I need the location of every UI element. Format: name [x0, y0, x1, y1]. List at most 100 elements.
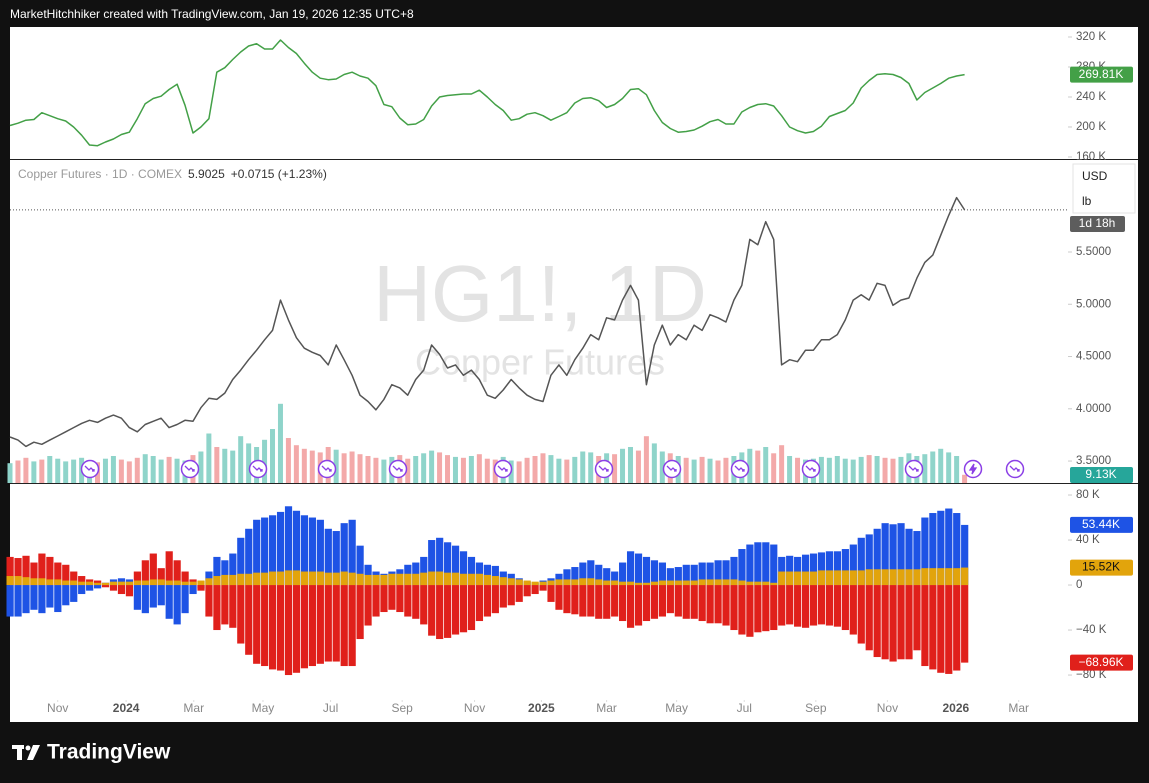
bar	[38, 585, 46, 614]
bar	[706, 585, 714, 624]
bar	[801, 585, 810, 628]
volume-bar	[763, 447, 769, 483]
bar	[356, 545, 364, 586]
bar	[762, 581, 770, 586]
bar	[109, 581, 118, 586]
y-tick-label: 4.5000	[1076, 351, 1111, 363]
bar	[276, 571, 285, 586]
bar	[961, 585, 969, 663]
bar	[22, 555, 30, 586]
bar	[245, 528, 253, 586]
event-marker[interactable]	[1005, 459, 1025, 479]
bar	[746, 544, 754, 586]
bar	[929, 585, 937, 670]
volume-bar	[707, 458, 713, 483]
bar	[929, 568, 937, 586]
bar	[555, 585, 563, 610]
volume-bar	[452, 456, 458, 483]
bar	[754, 542, 762, 586]
event-marker[interactable]	[317, 459, 337, 479]
event-marker[interactable]	[963, 459, 983, 479]
bar	[229, 553, 237, 586]
bar	[292, 510, 301, 586]
bar	[149, 553, 157, 586]
bar	[420, 572, 428, 586]
bar	[770, 585, 778, 631]
event-marker[interactable]	[594, 459, 614, 479]
bar	[94, 585, 102, 589]
y-tick-label: 0	[1076, 579, 1082, 591]
volume-bar	[349, 451, 355, 483]
x-tick-label: Nov	[464, 701, 485, 715]
bar	[133, 585, 141, 610]
bar	[165, 551, 173, 586]
event-marker[interactable]	[80, 459, 100, 479]
bar	[86, 581, 94, 586]
event-marker[interactable]	[388, 459, 408, 479]
event-marker[interactable]	[180, 459, 200, 479]
volume-bar	[882, 457, 888, 483]
volume-bar	[890, 458, 896, 483]
bar	[786, 571, 794, 586]
bar	[284, 585, 293, 676]
bar	[420, 585, 428, 625]
bar	[921, 568, 929, 586]
bar	[905, 569, 913, 586]
bar	[308, 571, 316, 586]
bar	[428, 540, 436, 586]
bar	[531, 581, 539, 586]
event-marker[interactable]	[493, 459, 513, 479]
volume-bar	[643, 436, 649, 483]
bar	[642, 556, 651, 586]
volume-bar	[691, 459, 697, 483]
event-marker[interactable]	[662, 459, 682, 479]
volume-bar	[651, 443, 657, 483]
bar	[70, 585, 78, 602]
x-tick-label: Mar	[1008, 701, 1029, 715]
bar	[141, 580, 149, 586]
bar	[921, 585, 929, 667]
volume-bar	[126, 461, 132, 483]
volume-bar	[723, 457, 729, 483]
bar	[332, 572, 340, 586]
event-marker[interactable]	[904, 459, 924, 479]
volume-bar	[166, 456, 172, 483]
bar	[261, 517, 269, 586]
bar	[881, 569, 889, 586]
attribution: MarketHitchhiker created with TradingVie…	[10, 7, 414, 21]
x-tick-label: Jul	[737, 701, 752, 715]
event-icon	[252, 465, 263, 472]
event-marker[interactable]	[730, 459, 750, 479]
bar	[595, 585, 603, 619]
volume-bar	[142, 454, 148, 483]
bar	[101, 585, 110, 588]
bar	[467, 556, 476, 586]
volume-bar	[214, 447, 220, 483]
bar	[78, 581, 86, 586]
bar	[658, 585, 667, 617]
bar	[30, 562, 38, 586]
x-tick-label: May	[665, 701, 688, 715]
bar	[674, 567, 682, 586]
unit-box[interactable]	[1072, 163, 1136, 214]
bar	[324, 585, 332, 662]
bar	[125, 585, 134, 597]
bar	[865, 585, 873, 651]
x-tick-label: Nov	[877, 701, 898, 715]
bar	[626, 551, 635, 586]
volume-bar	[47, 456, 53, 483]
last-value-label-box	[1070, 654, 1133, 671]
last-value-label: −68.96K	[1078, 655, 1123, 669]
x-tick-label: Mar	[596, 701, 617, 715]
currency[interactable]: USD	[1082, 169, 1108, 183]
event-marker[interactable]	[248, 459, 268, 479]
bar	[62, 580, 70, 586]
bar	[762, 542, 770, 586]
event-marker[interactable]	[801, 459, 821, 479]
bar	[237, 585, 245, 644]
bar	[778, 556, 786, 586]
bar	[380, 585, 388, 613]
bar	[292, 570, 301, 586]
volume-bar	[548, 455, 554, 483]
bar	[801, 554, 810, 586]
